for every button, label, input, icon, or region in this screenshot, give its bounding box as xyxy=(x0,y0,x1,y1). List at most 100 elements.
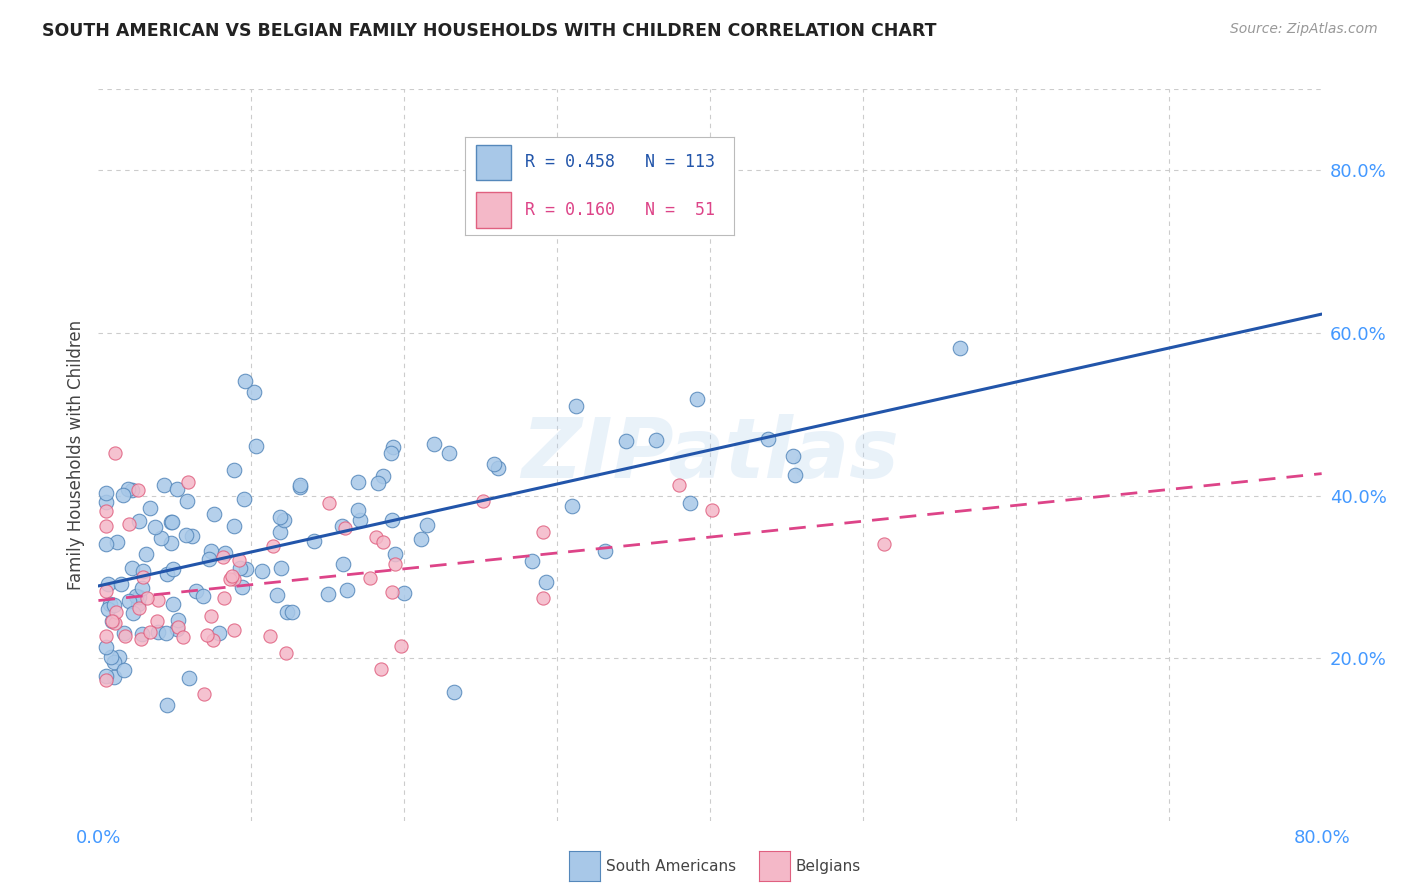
Point xyxy=(384,557,406,571)
Point xyxy=(159,516,181,530)
Point xyxy=(179,671,201,685)
Point xyxy=(124,589,146,603)
Point xyxy=(531,591,554,605)
Point xyxy=(94,583,117,598)
Point xyxy=(101,615,124,629)
Point xyxy=(156,567,179,582)
Point xyxy=(128,515,150,529)
Point xyxy=(423,437,446,451)
Point xyxy=(145,614,167,628)
Point xyxy=(195,628,218,642)
Point xyxy=(409,532,432,546)
Point xyxy=(482,458,505,472)
Point xyxy=(127,483,149,498)
Text: ZIPatlas: ZIPatlas xyxy=(522,415,898,495)
Point xyxy=(128,600,150,615)
Point xyxy=(176,494,198,508)
Point xyxy=(131,627,153,641)
Point xyxy=(270,561,292,575)
Point xyxy=(108,649,131,664)
Point xyxy=(316,586,339,600)
Point xyxy=(218,572,240,586)
Point xyxy=(668,478,690,492)
Point xyxy=(221,568,243,582)
Point xyxy=(94,486,117,500)
Point xyxy=(94,494,117,508)
Point xyxy=(122,606,145,620)
Point xyxy=(214,546,236,560)
Point xyxy=(193,589,215,603)
Point xyxy=(364,530,387,544)
Point xyxy=(200,609,222,624)
Point xyxy=(198,552,221,566)
Point xyxy=(121,483,143,498)
Point xyxy=(94,669,117,683)
Point xyxy=(593,544,616,558)
Point xyxy=(273,513,295,527)
Point xyxy=(266,589,288,603)
Point xyxy=(274,646,297,660)
Point xyxy=(136,591,159,605)
Point xyxy=(97,602,120,616)
Text: R = 0.160   N =  51: R = 0.160 N = 51 xyxy=(524,201,714,219)
Point xyxy=(381,440,404,454)
Point xyxy=(202,633,225,648)
Point xyxy=(336,582,359,597)
Point xyxy=(97,576,120,591)
Point xyxy=(359,571,381,585)
Point xyxy=(146,624,169,639)
Point xyxy=(180,529,202,543)
Point xyxy=(288,480,311,494)
Point xyxy=(318,496,340,510)
Point xyxy=(156,698,179,712)
Point xyxy=(114,629,136,643)
Point xyxy=(233,491,256,506)
Point xyxy=(128,590,150,604)
Point xyxy=(127,597,149,611)
Point xyxy=(98,597,121,611)
Point xyxy=(330,518,353,533)
Point xyxy=(269,510,291,524)
Point xyxy=(245,438,267,452)
Point xyxy=(486,460,509,475)
Point xyxy=(276,605,298,619)
Point xyxy=(162,597,184,611)
Point xyxy=(269,524,291,539)
Point xyxy=(561,499,583,513)
Point xyxy=(131,564,153,578)
Text: South Americans: South Americans xyxy=(606,859,735,873)
Point xyxy=(531,525,554,540)
Point xyxy=(381,513,404,527)
Point xyxy=(202,507,225,521)
Point xyxy=(235,374,257,388)
Point xyxy=(243,384,266,399)
Point xyxy=(153,478,176,492)
Point xyxy=(131,581,153,595)
Point xyxy=(103,598,125,612)
Point xyxy=(110,576,132,591)
Point xyxy=(370,662,392,676)
Point xyxy=(200,544,222,558)
Point xyxy=(437,445,460,459)
Point xyxy=(105,535,128,549)
Point xyxy=(384,547,406,561)
Point xyxy=(96,629,118,643)
Point xyxy=(224,572,246,586)
Point xyxy=(100,649,122,664)
Point xyxy=(235,562,257,576)
Point xyxy=(103,669,125,683)
Point xyxy=(150,531,173,545)
Point xyxy=(392,586,415,600)
Point xyxy=(139,625,162,640)
Point xyxy=(112,626,135,640)
Point xyxy=(373,534,395,549)
Point xyxy=(335,521,357,535)
Point xyxy=(416,518,439,533)
Point xyxy=(94,673,117,687)
Point xyxy=(167,619,190,633)
Point xyxy=(104,446,127,460)
Point xyxy=(145,520,167,534)
Point xyxy=(132,570,155,584)
Point xyxy=(228,553,250,567)
Point xyxy=(94,640,117,654)
